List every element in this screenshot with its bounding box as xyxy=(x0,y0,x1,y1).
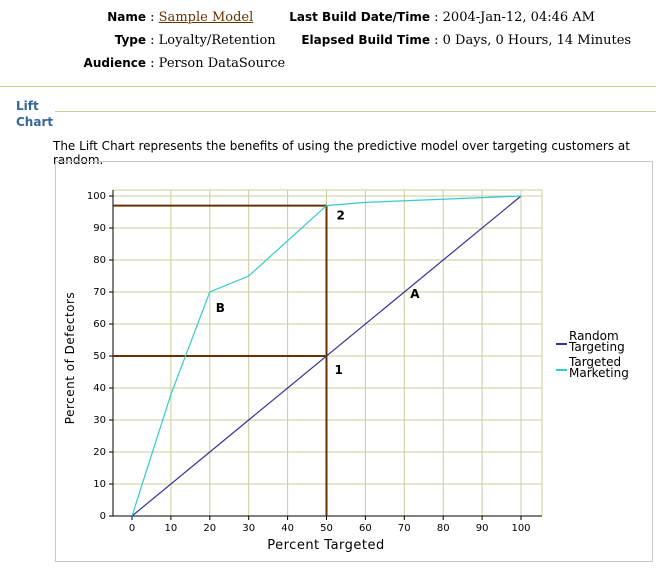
annotation-label: A xyxy=(410,287,420,301)
random-targeting-line xyxy=(131,195,522,517)
audience-field: : Person DataSource xyxy=(146,56,286,71)
build-date-label: Last Build Date/Time xyxy=(289,10,430,24)
x-tick-label: 50 xyxy=(320,523,333,534)
x-tick-label: 100 xyxy=(511,523,530,534)
audience-value: Person DataSource xyxy=(158,56,286,71)
x-tick-label: 70 xyxy=(398,523,411,534)
y-tick-label: 40 xyxy=(93,383,106,394)
annotation-label: B xyxy=(216,301,225,315)
header-divider xyxy=(0,86,656,87)
y-tick-label: 100 xyxy=(87,191,106,202)
chart-series xyxy=(131,195,522,517)
build-date-value: 2004-Jan-12, 04:46 AM xyxy=(442,10,595,25)
x-tick-label: 20 xyxy=(203,523,216,534)
section-title: Lift Chart xyxy=(16,98,53,130)
build-date-field: : 2004-Jan-12, 04:46 AM xyxy=(430,10,595,25)
x-tick-label: 0 xyxy=(129,523,135,534)
y-tick-label: 90 xyxy=(93,223,106,234)
section-title-line2: Chart xyxy=(16,115,54,129)
chart-frame xyxy=(55,161,653,562)
x-tick-label: 80 xyxy=(437,523,450,534)
y-tick-label: 20 xyxy=(93,447,106,458)
y-tick-label: 70 xyxy=(93,287,106,298)
y-tick-label: 30 xyxy=(93,415,106,426)
reference-lines xyxy=(113,204,328,516)
y-tick-label: 0 xyxy=(100,511,106,522)
y-tick-label: 50 xyxy=(93,351,106,362)
x-tick-label: 40 xyxy=(281,523,294,534)
elapsed-label: Elapsed Build Time xyxy=(301,33,430,47)
type-value: Loyalty/Retention xyxy=(158,33,276,48)
legend-label: Random xyxy=(569,329,619,343)
y-axis-label: Percent of Defectors xyxy=(63,292,77,424)
x-tick-label: 10 xyxy=(165,523,178,534)
x-tick-label: 90 xyxy=(476,523,489,534)
name-label: Name xyxy=(107,10,146,24)
model-name-link[interactable]: Sample Model xyxy=(158,10,254,25)
elapsed-field: : 0 Days, 0 Hours, 14 Minutes xyxy=(430,33,632,48)
targeted-marketing-line xyxy=(131,195,522,517)
annotation-label: 1 xyxy=(335,363,343,377)
type-label: Type xyxy=(114,33,146,47)
elapsed-value: 0 Days, 0 Hours, 14 Minutes xyxy=(442,33,632,48)
legend-label: Marketing xyxy=(569,366,629,380)
name-field: : Sample Model xyxy=(146,10,254,25)
annotation-label: 2 xyxy=(337,209,345,223)
y-tick-label: 10 xyxy=(93,479,106,490)
y-tick-label: 60 xyxy=(93,319,106,330)
section-title-line1: Lift xyxy=(16,99,39,113)
legend-label: Targeting xyxy=(568,340,625,354)
audience-label: Audience xyxy=(83,56,146,70)
x-axis-label: Percent Targeted xyxy=(267,538,385,553)
type-field: : Loyalty/Retention xyxy=(146,33,276,48)
x-tick-label: 60 xyxy=(359,523,372,534)
legend-label: Targeted xyxy=(568,355,621,369)
x-tick-label: 30 xyxy=(242,523,255,534)
y-tick-label: 80 xyxy=(93,255,106,266)
chart-description: The Lift Chart represents the benefits o… xyxy=(53,139,630,167)
section-divider xyxy=(55,111,656,112)
chart-annotations: 2 1 B A xyxy=(216,209,420,377)
